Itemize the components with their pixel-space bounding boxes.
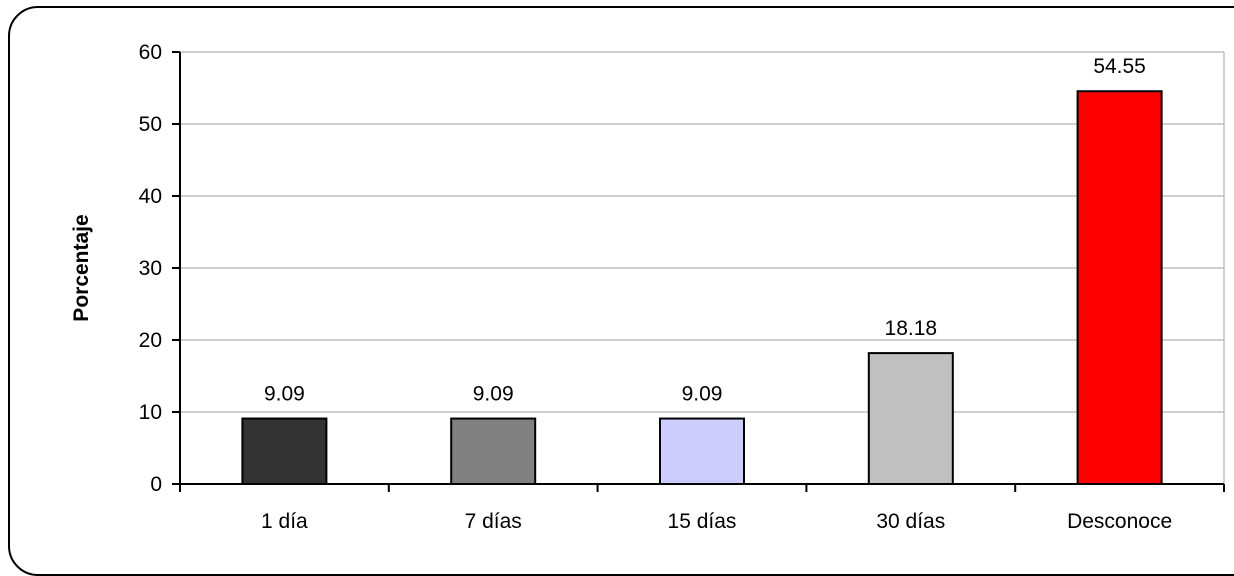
- labels: 9.09 1 día 9.09 7 días 9.09 15 días 18.18 30 dí…: [139, 41, 1172, 533]
- bar: [241, 417, 328, 485]
- data-label: 18.18: [885, 317, 938, 340]
- bar: [450, 417, 537, 485]
- x-tick-label: 15 días: [668, 510, 737, 533]
- y-tick-label: 50: [139, 113, 162, 136]
- chart-frame: [8, 6, 1234, 576]
- gridlines: [180, 51, 1225, 484]
- axes: [172, 51, 1225, 492]
- y-axis-label: Porcentaje: [70, 214, 93, 321]
- x-tick-label: 7 días: [465, 510, 522, 533]
- y-tick-label: 40: [139, 185, 162, 208]
- y-tick-label: 30: [139, 257, 162, 280]
- data-label: 9.09: [264, 383, 305, 406]
- bar: [1076, 90, 1163, 486]
- y-tick-label: 60: [139, 41, 162, 64]
- y-tick-label: 20: [139, 329, 162, 352]
- data-label: 9.09: [682, 383, 723, 406]
- data-label: 9.09: [473, 383, 514, 406]
- x-tick-label: 1 día: [261, 510, 308, 533]
- bar: [867, 352, 954, 485]
- x-tick-label: Desconoce: [1067, 510, 1172, 533]
- y-tick-label: 0: [150, 473, 162, 496]
- y-tick-label: 10: [139, 401, 162, 424]
- x-tick-label: 30 días: [876, 510, 945, 533]
- bars: [241, 90, 1163, 486]
- data-label: 54.55: [1093, 55, 1146, 78]
- bar: [659, 417, 745, 485]
